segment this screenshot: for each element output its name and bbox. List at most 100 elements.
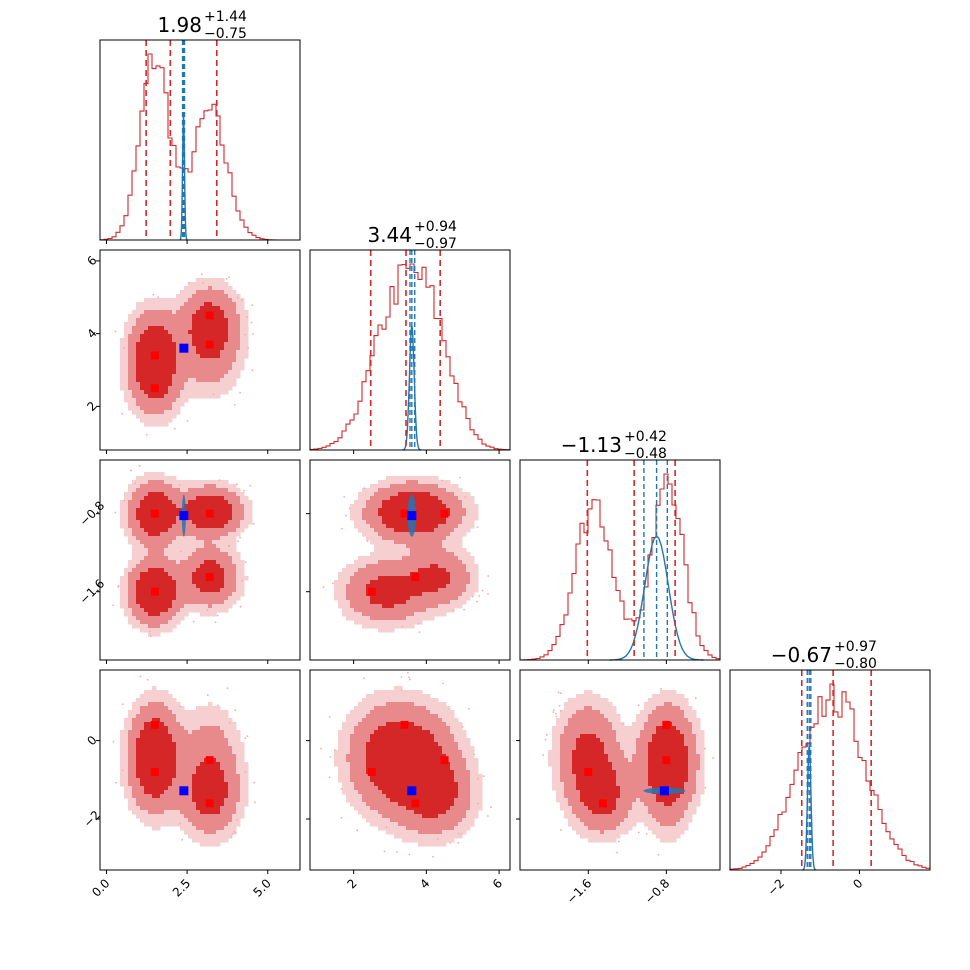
contour-cell-high (406, 500, 411, 505)
contour-cell-low (366, 524, 371, 529)
contour-cell-high (140, 366, 145, 371)
contour-cell-high (422, 746, 427, 751)
contour-cell-mid (382, 572, 387, 577)
contour-cell-mid (394, 616, 399, 621)
contour-cell-mid (140, 318, 145, 323)
contour-cell-mid (390, 810, 395, 815)
contour-cell-mid (458, 516, 463, 521)
sample-point (231, 833, 234, 835)
contour-cell-low (200, 612, 205, 617)
contour-cell-mid (422, 544, 427, 549)
contour-cell-mid (430, 726, 435, 731)
contour-cell-high (212, 322, 217, 327)
contour-cell-high (394, 762, 399, 767)
contour-cell-low (350, 794, 355, 799)
contour-cell-low (160, 690, 165, 695)
contour-cell-high (208, 794, 213, 799)
contour-cell-mid (414, 552, 419, 557)
sample-point (146, 678, 149, 681)
contour-cell-low (240, 778, 245, 783)
contour-cell-high (220, 576, 225, 581)
contour-cell-high (200, 782, 205, 787)
contour-cell-low (450, 532, 455, 537)
contour-cell-high (144, 378, 149, 383)
contour-cell-low (240, 770, 245, 775)
truth-marker (179, 786, 189, 796)
contour-cell-high (402, 742, 407, 747)
contour-cell-high (426, 504, 431, 509)
sample-point (117, 585, 120, 588)
contour-cell-high (402, 734, 407, 739)
contour-cell-low (184, 552, 189, 557)
contour-cell-mid (176, 314, 181, 319)
contour-cell-low (196, 282, 201, 287)
contour-cell-low (370, 698, 375, 703)
contour-cell-high (426, 774, 431, 779)
contour-cell-low (120, 762, 125, 767)
contour-cell-high (406, 528, 411, 533)
contour-cell-low (180, 612, 185, 617)
contour-cell-low (124, 762, 129, 767)
contour-cell-low (418, 702, 423, 707)
contour-cell-low (370, 552, 375, 557)
contour-cell-mid (224, 552, 229, 557)
contour-cell-high (144, 592, 149, 597)
contour-cell-mid (140, 484, 145, 489)
contour-cell-mid (156, 488, 161, 493)
contour-cell-high (144, 580, 149, 585)
contour-cell-low (386, 628, 391, 633)
contour-cell-low (140, 810, 145, 815)
contour-cell-high (172, 354, 177, 359)
contour-cell-low (176, 398, 181, 403)
contour-cell-mid (180, 330, 185, 335)
contour-cell-low (454, 600, 459, 605)
contour-cell-low (220, 714, 225, 719)
contour-cell-low (168, 694, 173, 699)
contour-cell-low (354, 508, 359, 513)
contour-cell-mid (236, 512, 241, 517)
contour-cell-mid (354, 786, 359, 791)
contour-cell-high (426, 738, 431, 743)
contour-cell-high (394, 580, 399, 585)
contour-cell-mid (160, 806, 165, 811)
contour-cell-high (156, 532, 161, 537)
contour-cell-high (152, 346, 157, 351)
contour-cell-low (224, 484, 229, 489)
contour-cell-low (216, 394, 221, 399)
contour-cell-mid (192, 758, 197, 763)
contour-cell-high (156, 390, 161, 395)
contour-cell-low (172, 710, 177, 715)
contour-cell-high (164, 782, 169, 787)
contour-cell-mid (354, 730, 359, 735)
contour-cell-mid (132, 528, 137, 533)
contour-cell-mid (228, 366, 233, 371)
contour-cell-high (204, 770, 209, 775)
contour-cell-mid (164, 394, 169, 399)
contour-cell-low (338, 738, 343, 743)
contour-cell-low (236, 310, 241, 315)
contour-cell-mid (208, 536, 213, 541)
contour-cell-mid (196, 378, 201, 383)
contour-cell-low (358, 702, 363, 707)
contour-cell-high (212, 326, 217, 331)
contour-cell-high (148, 378, 153, 383)
contour-cell-mid (176, 386, 181, 391)
contour-cell-low (438, 604, 443, 609)
contour-cell-high (220, 322, 225, 327)
contour-cell-low (148, 814, 153, 819)
contour-cell-low (434, 476, 439, 481)
contour-cell-low (354, 798, 359, 803)
contour-cell-low (240, 786, 245, 791)
contour-cell-mid (212, 818, 217, 823)
contour-cell-mid (370, 608, 375, 613)
contour-cell-high (172, 520, 177, 525)
contour-cell-mid (144, 402, 149, 407)
contour-cell-mid (132, 342, 137, 347)
contour-cell-low (128, 806, 133, 811)
contour-cell-low (338, 774, 343, 779)
contour-cell-high (382, 600, 387, 605)
contour-cell-low (184, 608, 189, 613)
contour-cell-mid (192, 810, 197, 815)
contour-cell-mid (228, 492, 233, 497)
contour-cell-high (160, 738, 165, 743)
